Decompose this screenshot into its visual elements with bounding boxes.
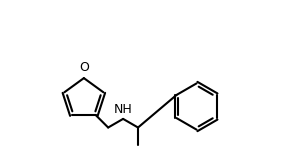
Text: NH: NH: [114, 103, 132, 116]
Text: O: O: [79, 61, 89, 74]
